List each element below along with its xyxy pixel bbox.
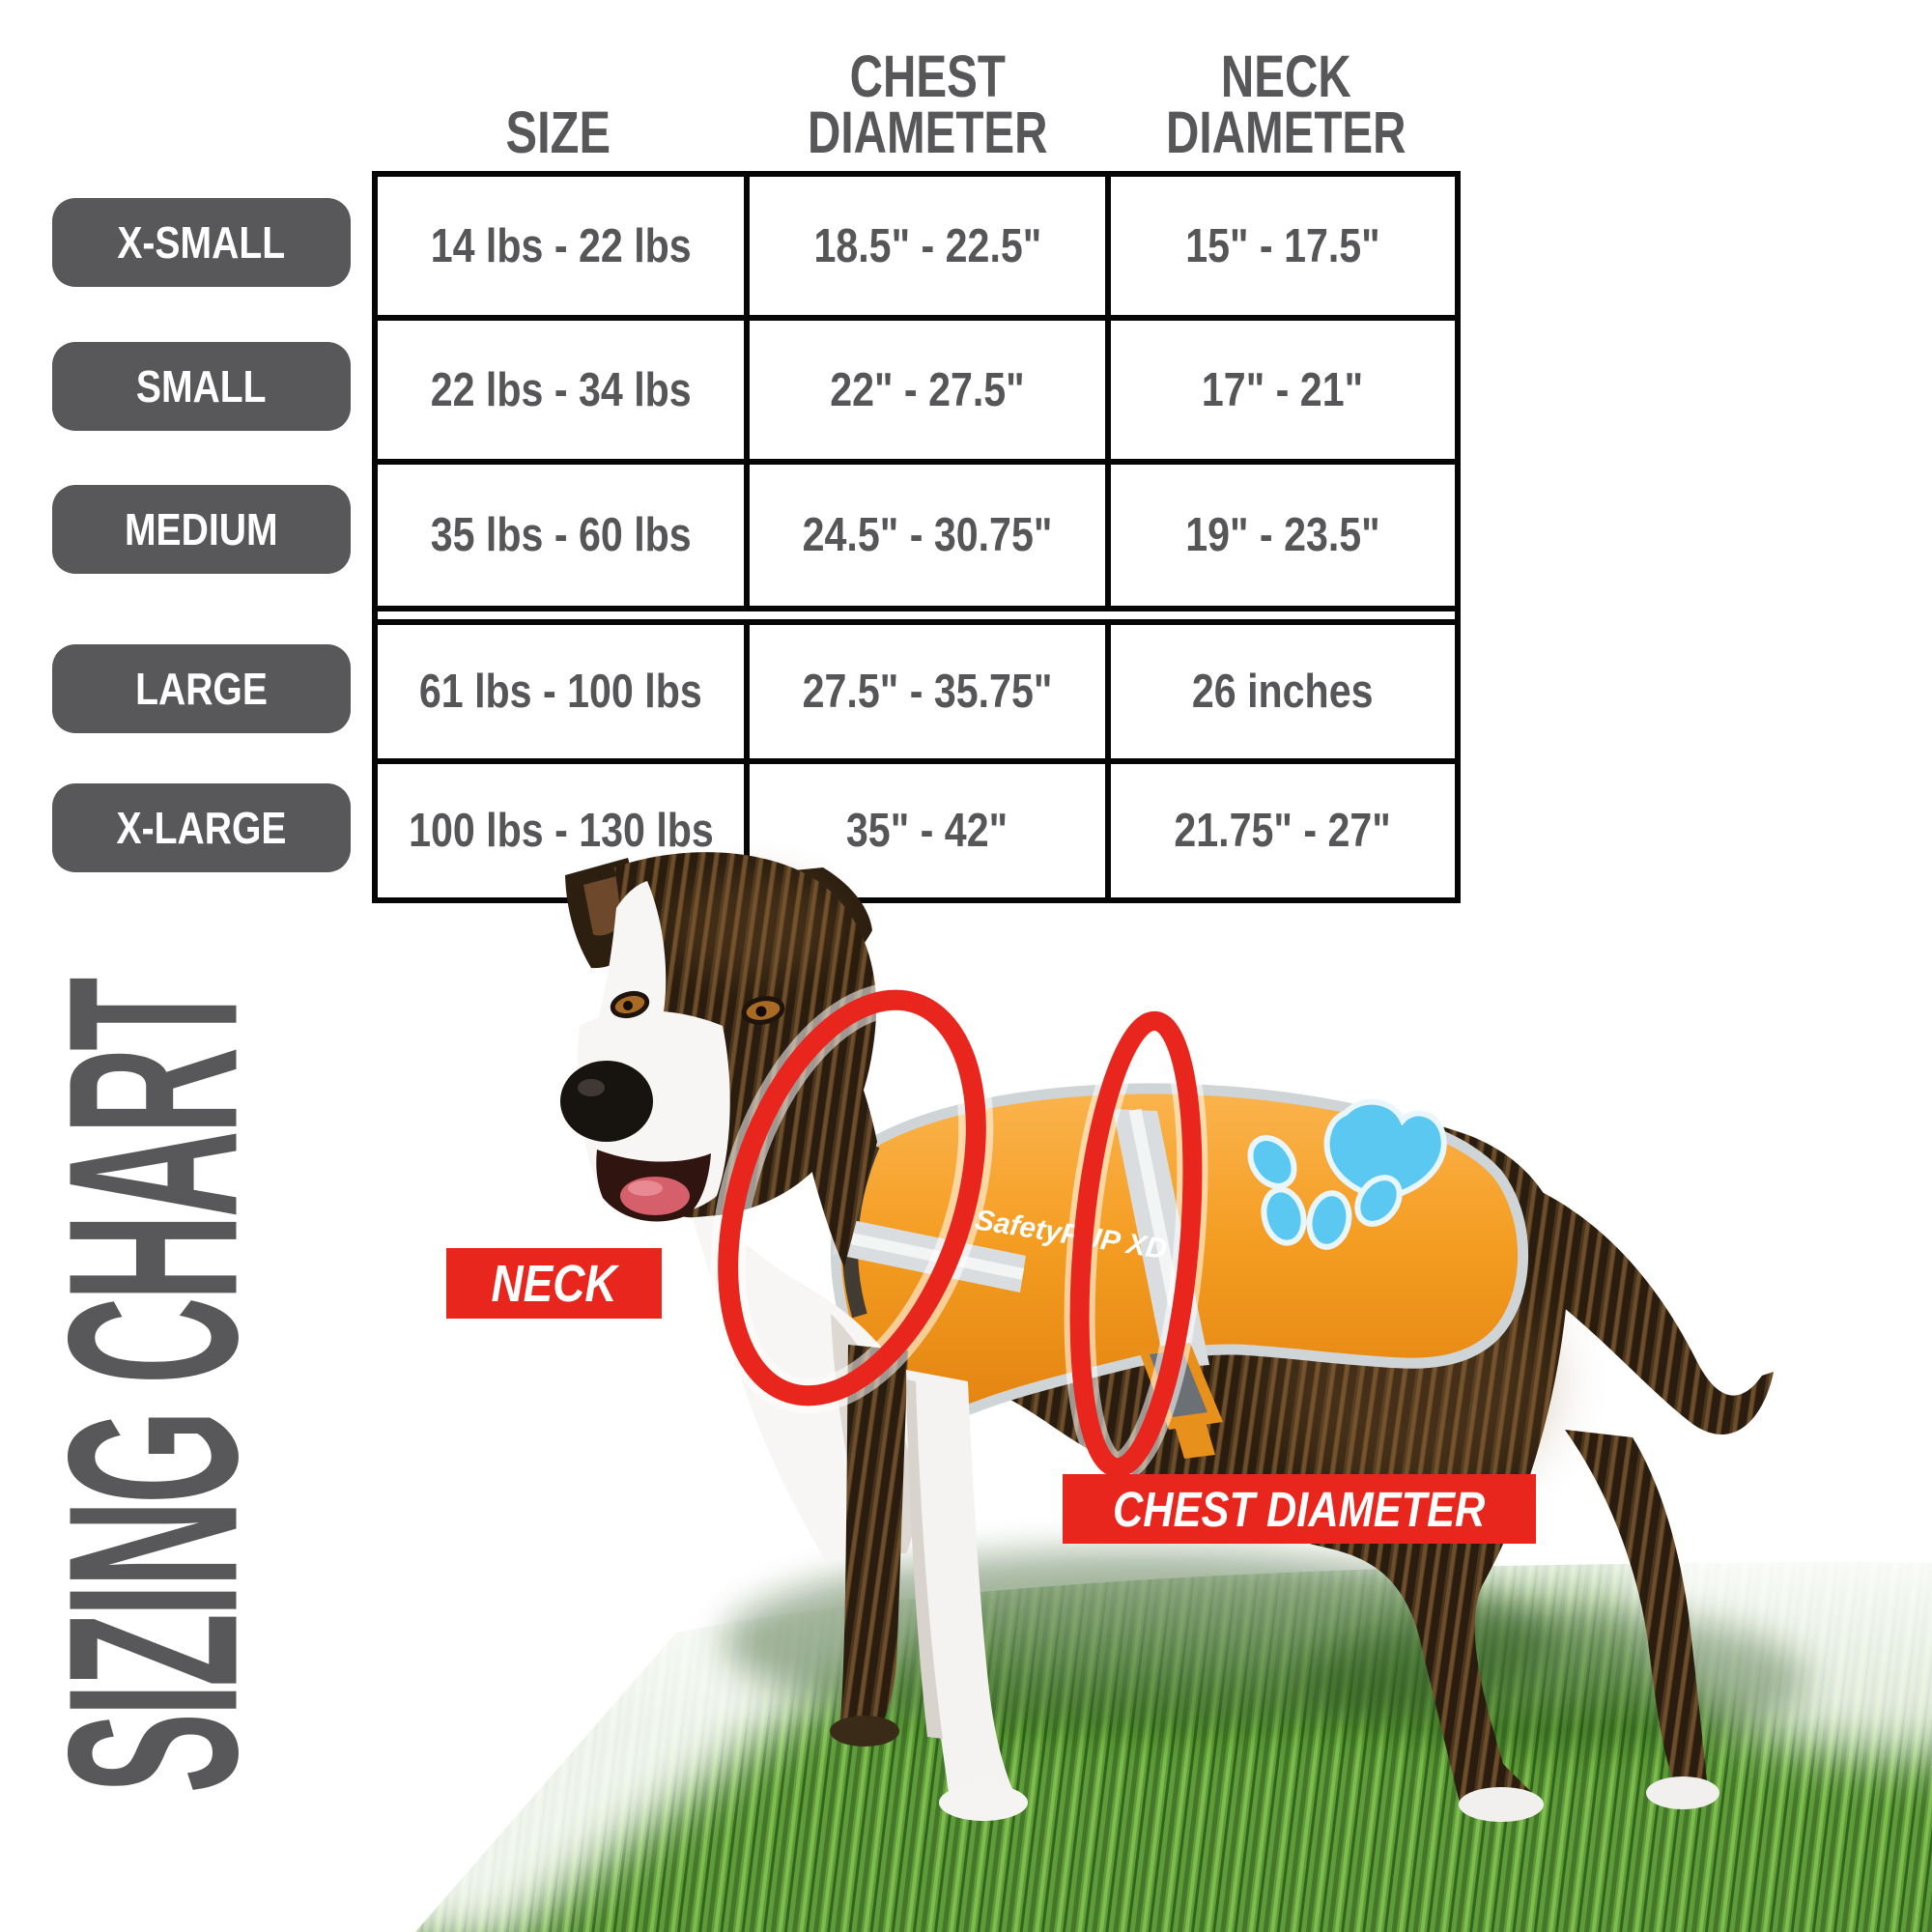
dog-shadow: [1304, 1608, 1806, 1753]
cell-weight: 100 lbs - 130 lbs: [408, 805, 714, 857]
header-chest-line2: DIAMETER: [807, 99, 1048, 165]
dog-paw: [1459, 1787, 1544, 1822]
header-size-text: SIZE: [505, 99, 611, 165]
paw-print-icon: [1247, 1098, 1447, 1250]
cell-neck: 17" - 21": [1105, 321, 1455, 459]
dog-photo: SafetyPUP XD: [367, 852, 1932, 1932]
cell-chest: 27.5" - 35.75": [744, 625, 1105, 758]
size-badge-x-small: X-SMALL: [52, 198, 351, 287]
dog-paw: [1646, 1776, 1719, 1809]
cell-chest: 22" - 27.5": [744, 321, 1105, 459]
cell-weight: 61 lbs - 100 lbs: [419, 666, 702, 718]
column-header-chest-diameter: CHEST DIAMETER: [744, 14, 1111, 161]
cell-neck: 26 inches: [1105, 625, 1455, 758]
table-row: 35 lbs - 60 lbs 24.5" - 30.75" 19" - 23.…: [378, 465, 1455, 606]
size-badge-small: SMALL: [52, 342, 351, 431]
table-row: 61 lbs - 100 lbs 27.5" - 35.75" 26 inche…: [378, 625, 1455, 764]
table-row: 22 lbs - 34 lbs 22" - 27.5" 17" - 21": [378, 321, 1455, 465]
size-badge-medium: MEDIUM: [52, 485, 351, 574]
neck-annotation-label: NECK: [446, 1248, 662, 1319]
cell-weight: 35 lbs - 60 lbs: [430, 509, 692, 561]
neck-measure-ring: [710, 982, 994, 1413]
dog-tail: [1520, 1188, 1774, 1435]
cell-weight: 22 lbs - 34 lbs: [430, 363, 692, 416]
dog-eyes: [610, 990, 785, 1025]
column-header-neck-diameter: NECK DIAMETER: [1111, 14, 1461, 161]
cell-neck: 15" - 17.5": [1105, 177, 1455, 315]
chest-measure-ring: [1064, 1005, 1208, 1484]
dog-front-leg-far: [840, 1345, 908, 1729]
header-neck-line2: DIAMETER: [1165, 99, 1406, 165]
reflective-stripe-front-core: [835, 1230, 1025, 1280]
size-badge-large: LARGE: [52, 644, 351, 733]
dog-front-leg-near: [906, 1370, 1018, 1806]
chest-diameter-annotation-label: CHEST DIAMETER: [1063, 1474, 1536, 1544]
dog-paw: [939, 1784, 1028, 1821]
cell-weight: 14 lbs - 22 lbs: [430, 219, 692, 272]
cell-chest: 18.5" - 22.5": [744, 177, 1105, 315]
header-neck-line1: NECK: [1220, 43, 1351, 110]
sizing-table: 14 lbs - 22 lbs 18.5" - 22.5" 15" - 17.5…: [372, 171, 1461, 903]
cell-chest: 35" - 42": [744, 764, 1105, 897]
cell-chest: 24.5" - 30.75": [744, 465, 1105, 606]
cell-neck: 21.75" - 27": [1105, 764, 1455, 897]
cell-neck: 19" - 23.5": [1105, 465, 1455, 606]
header-chest-line1: CHEST: [849, 43, 1006, 110]
dog-nose: [560, 1061, 653, 1142]
table-double-divider: [378, 606, 1455, 625]
column-header-size: SIZE: [372, 14, 744, 165]
table-row: 14 lbs - 22 lbs 18.5" - 22.5" 15" - 17.5…: [378, 177, 1455, 321]
size-badge-x-large: X-LARGE: [52, 783, 351, 872]
table-row: 100 lbs - 130 lbs 35" - 42" 21.75" - 27": [378, 764, 1455, 897]
